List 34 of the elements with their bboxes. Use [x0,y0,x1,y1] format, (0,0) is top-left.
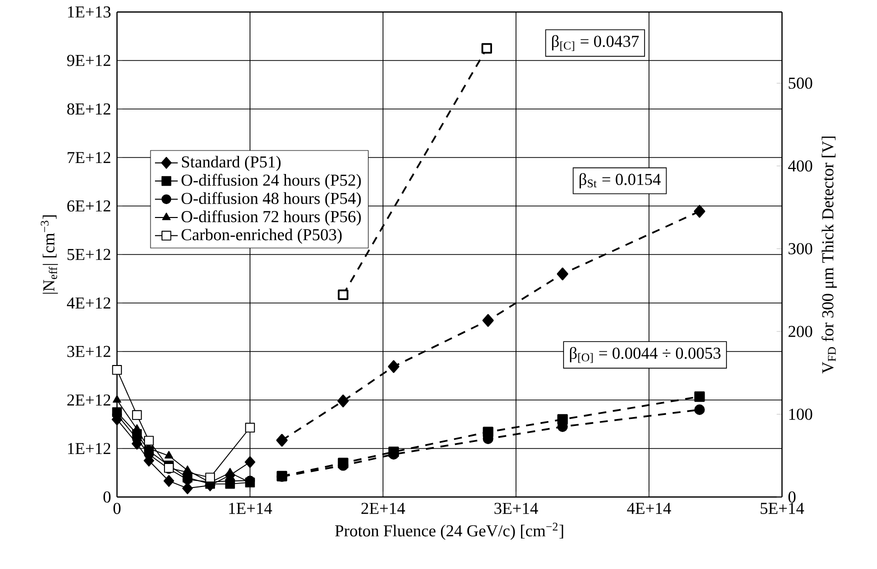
legend-label: O-diffusion 72 hours (P56) [182,210,361,226]
y2-tick-label: 500 [788,78,812,89]
y-tick-label: 0 [103,491,111,503]
y-tick-label: 2E+12 [67,394,110,406]
annotation: β$_{[O]}$ = 0.0044 ÷ 0.0053 [570,346,720,363]
y2-tick-label: 400 [788,160,812,172]
y-axis-title: |N$_{eff}$| [cm$^{−3}$] [40,215,58,294]
y2-tick-label: 200 [788,326,812,338]
annotation: β$_{St}$ = 0.0154 [580,173,661,188]
x-tick-label: 4E+14 [627,502,672,514]
y2-tick-label: 300 [788,243,812,254]
y-tick-label: 1E+13 [68,6,111,18]
legend-label: Standard (P51) [182,156,281,171]
y-tick-label: 6E+12 [67,200,110,212]
x-tick-label: 2E+14 [361,502,406,514]
x-tick-label: 3E+14 [494,502,538,514]
x-axis-title: Proton Fluence (24 GeV/c) [cm$^{−2}$] [335,522,564,540]
y-tick-label: 3E+12 [67,346,110,358]
y-tick-label: 7E+12 [68,152,110,164]
y2-tick-label: 100 [789,408,812,420]
legend-label: O-diffusion 24 hours (P52) [182,174,361,190]
y-tick-label: 9E+12 [67,54,110,66]
x-tick-label: 0 [113,502,121,514]
y-tick-label: 4E+12 [66,297,110,309]
legend-label: O-diffusion 48 hours (P54) [182,192,361,208]
legend-label: Carbon-enriched (P503) [182,228,342,244]
y-tick-label: 1E+12 [68,442,110,454]
y2-axis-title: V$_{FD}$ for 300 μm Thick Detector [V] [822,136,837,374]
x-tick-label: 5E+14 [760,502,804,514]
y-tick-label: 5E+12 [68,248,110,260]
annotation: β$_{[C]}$ = 0.0437 [552,35,639,51]
y-tick-label: 8E+12 [67,103,110,115]
y2-tick-label: 0 [788,491,796,503]
x-tick-label: 1E+14 [229,502,272,514]
